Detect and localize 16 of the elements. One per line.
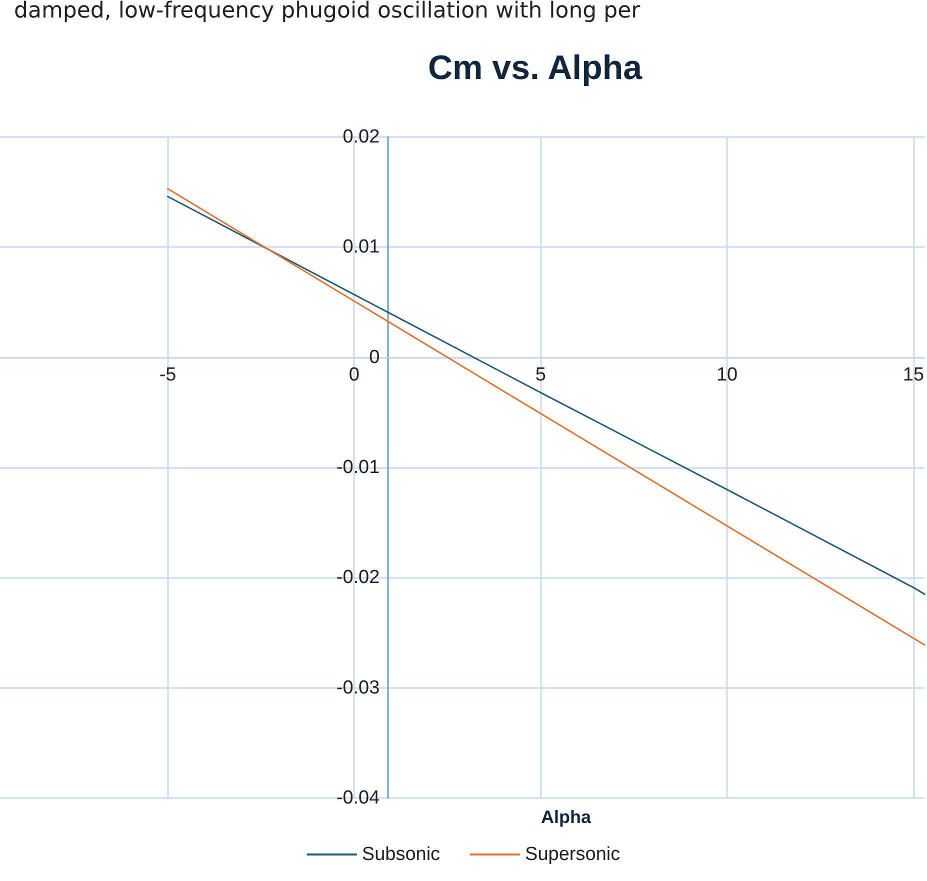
legend-label: Supersonic [525, 844, 620, 865]
y-tick-label: -0.03 [336, 677, 380, 698]
x-tick-label: 5 [535, 364, 546, 386]
x-tick-label: 10 [716, 364, 738, 386]
y-tick-label: -0.01 [336, 457, 380, 478]
chart-title: Cm vs. Alpha [428, 49, 644, 87]
y-tick-label: 0.01 [342, 236, 380, 258]
x-axis-title: Alpha [540, 807, 592, 827]
x-tick-label: -5 [159, 364, 176, 386]
y-tick-label: 0 [369, 346, 380, 368]
x-tick-label: 15 [902, 364, 924, 386]
y-tick-label: -0.04 [336, 788, 380, 808]
text: damped, low-frequency phugoid oscillation with long per [14, 0, 642, 24]
y-tick-label: -0.02 [336, 567, 380, 588]
y-tick-label: 0.02 [342, 126, 380, 148]
legend-label: Subsonic [362, 844, 440, 865]
